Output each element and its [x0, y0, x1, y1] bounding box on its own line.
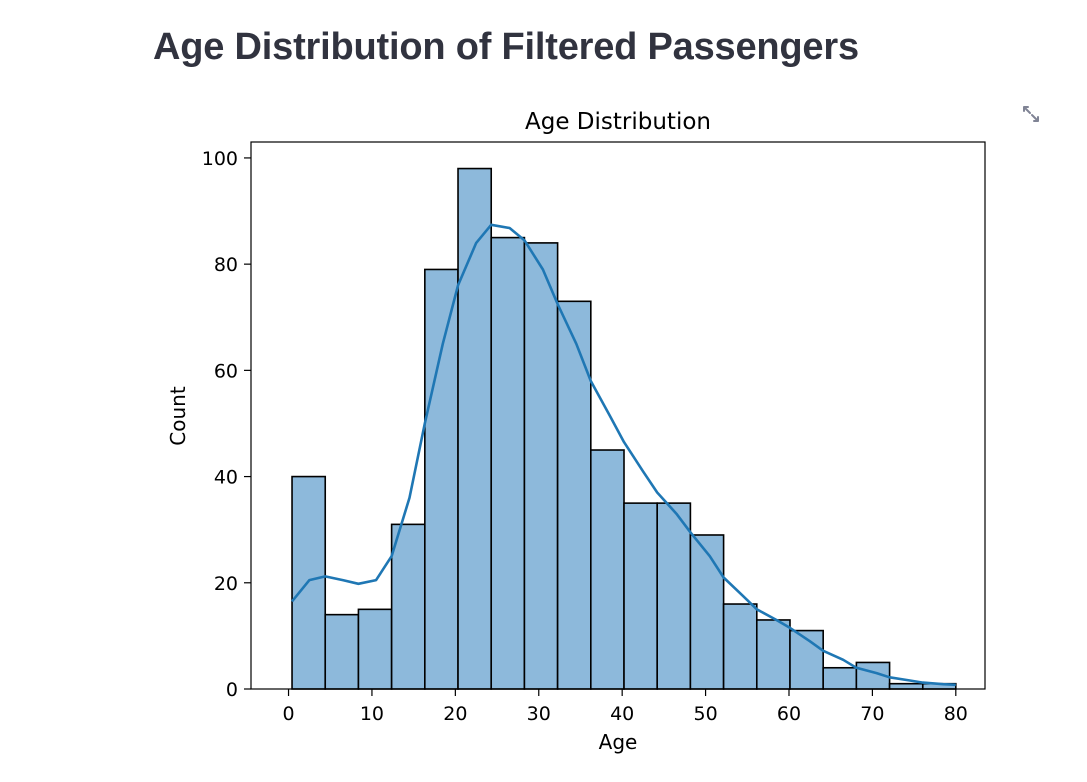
y-tick-label: 20 — [214, 573, 238, 595]
x-tick-label: 50 — [693, 703, 717, 725]
histogram-bar — [656, 502, 692, 690]
histogram-bar — [888, 682, 924, 690]
y-tick-label: 40 — [214, 467, 238, 489]
histogram-bar — [324, 613, 360, 690]
x-tick-label: 30 — [527, 703, 551, 725]
histogram-bar — [822, 666, 858, 690]
histogram-bar — [722, 603, 758, 690]
histogram-bar — [755, 619, 791, 690]
histogram-bar — [424, 268, 459, 690]
histogram-bar — [390, 523, 426, 690]
y-axis-label: Count — [166, 386, 190, 446]
x-tick-label: 80 — [944, 703, 968, 725]
x-tick-label: 70 — [860, 703, 884, 725]
histogram-bar — [623, 502, 659, 690]
histogram-bar — [523, 242, 559, 690]
y-tick-label: 0 — [226, 679, 238, 701]
fullscreen-button[interactable] — [1019, 102, 1043, 126]
y-axis: 0 20 40 60 80 100 — [202, 148, 251, 701]
bars-layer — [291, 167, 957, 690]
histogram-bar — [357, 608, 393, 690]
x-axis-label: Age — [599, 730, 638, 754]
x-tick-label: 10 — [360, 703, 384, 725]
plot-frame — [250, 141, 986, 690]
y-tick-label: 60 — [214, 360, 238, 382]
histogram-bar — [590, 449, 625, 690]
y-tick-label: 100 — [202, 148, 238, 170]
x-axis: 0 10 20 30 40 50 60 70 80 — [282, 689, 968, 725]
page-heading: Age Distribution of Filtered Passengers — [153, 26, 859, 68]
x-tick-label: 20 — [443, 703, 467, 725]
y-tick-label: 80 — [214, 254, 238, 276]
histogram-bar — [556, 300, 592, 690]
expand-icon — [1023, 106, 1039, 122]
chart-title: Age Distribution — [525, 109, 711, 135]
x-tick-label: 0 — [282, 703, 294, 725]
histogram-bar — [490, 236, 526, 690]
kde-line — [290, 223, 956, 687]
x-tick-label: 60 — [777, 703, 801, 725]
histogram-bar — [689, 534, 725, 690]
x-tick-label: 40 — [610, 703, 634, 725]
